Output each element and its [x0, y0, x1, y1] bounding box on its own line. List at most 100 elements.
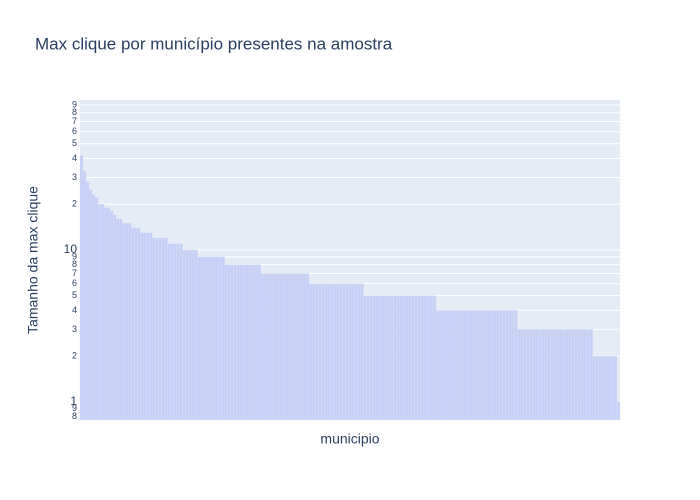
bar — [194, 249, 198, 421]
bar — [559, 329, 563, 421]
bar — [577, 329, 581, 421]
bar — [137, 227, 141, 421]
bar — [402, 295, 406, 421]
bar — [209, 256, 213, 421]
bar — [345, 283, 349, 421]
bar — [496, 310, 500, 421]
bar — [613, 355, 618, 421]
bar — [550, 329, 554, 421]
bar — [94, 197, 99, 421]
bar — [363, 295, 367, 421]
bar — [281, 273, 286, 421]
bar — [586, 329, 590, 421]
bar — [360, 283, 364, 421]
bar — [595, 355, 600, 421]
bar — [131, 227, 135, 421]
bar — [315, 283, 319, 421]
bar — [502, 310, 506, 421]
bar — [441, 310, 446, 421]
bar — [239, 264, 244, 421]
bar — [191, 249, 195, 421]
y-tick-label: 6 — [72, 278, 77, 288]
bar — [499, 310, 503, 421]
bar — [541, 329, 545, 421]
y-tick-label: 9 — [72, 403, 77, 413]
bar — [517, 329, 521, 421]
bar — [251, 264, 256, 421]
bar — [288, 273, 292, 421]
bar — [562, 329, 566, 421]
bar — [275, 273, 280, 421]
bar — [571, 329, 575, 421]
bar — [450, 310, 455, 421]
bar — [348, 283, 352, 421]
y-tick-label: 8 — [72, 107, 77, 117]
bar — [321, 283, 325, 421]
y-tick-label: 2 — [72, 199, 77, 209]
bar — [384, 295, 388, 421]
bar — [263, 273, 268, 421]
bar — [312, 283, 316, 421]
bar — [79, 155, 84, 421]
bar — [143, 232, 147, 421]
bar — [170, 243, 174, 421]
bar — [529, 329, 533, 421]
bar — [432, 295, 437, 421]
bar — [520, 329, 524, 421]
bar — [164, 237, 168, 421]
bar — [297, 273, 301, 421]
y-tick-label: 5 — [72, 290, 77, 300]
bar — [122, 223, 126, 421]
bar — [266, 273, 271, 421]
bar — [324, 283, 328, 421]
bar — [538, 329, 542, 421]
bar — [465, 310, 470, 421]
bar — [435, 310, 440, 421]
bar — [188, 249, 192, 421]
bar — [405, 295, 409, 421]
bar — [230, 264, 235, 421]
bar — [610, 355, 615, 421]
bar — [309, 283, 313, 421]
bar — [167, 243, 171, 421]
bar — [200, 256, 204, 421]
bar — [272, 273, 277, 421]
bar — [203, 256, 207, 421]
bar — [254, 264, 259, 421]
bar — [206, 256, 210, 421]
bar — [82, 171, 87, 421]
bar — [390, 295, 394, 421]
bar — [372, 295, 376, 421]
bar — [221, 256, 225, 421]
bar — [215, 256, 219, 421]
bar — [478, 310, 482, 421]
bar — [357, 283, 361, 421]
bar — [553, 329, 557, 421]
bar — [487, 310, 491, 421]
bar — [472, 310, 476, 421]
bar — [396, 295, 400, 421]
bar — [438, 310, 443, 421]
bar — [607, 355, 612, 421]
bar — [176, 243, 180, 421]
y-tick-label: 7 — [72, 268, 77, 278]
chart-title: Max clique por município presentes na am… — [35, 34, 393, 53]
bar — [601, 355, 606, 421]
bar — [269, 273, 274, 421]
bar — [459, 310, 464, 421]
bar — [444, 310, 449, 421]
bar — [598, 355, 603, 421]
bar — [351, 283, 355, 421]
bar — [107, 207, 111, 421]
bar — [140, 232, 144, 421]
bar — [565, 329, 569, 421]
bar — [399, 295, 403, 421]
bar — [333, 283, 337, 421]
bar — [453, 310, 458, 421]
bar — [378, 295, 382, 421]
bar — [411, 295, 416, 421]
bar — [91, 194, 96, 421]
